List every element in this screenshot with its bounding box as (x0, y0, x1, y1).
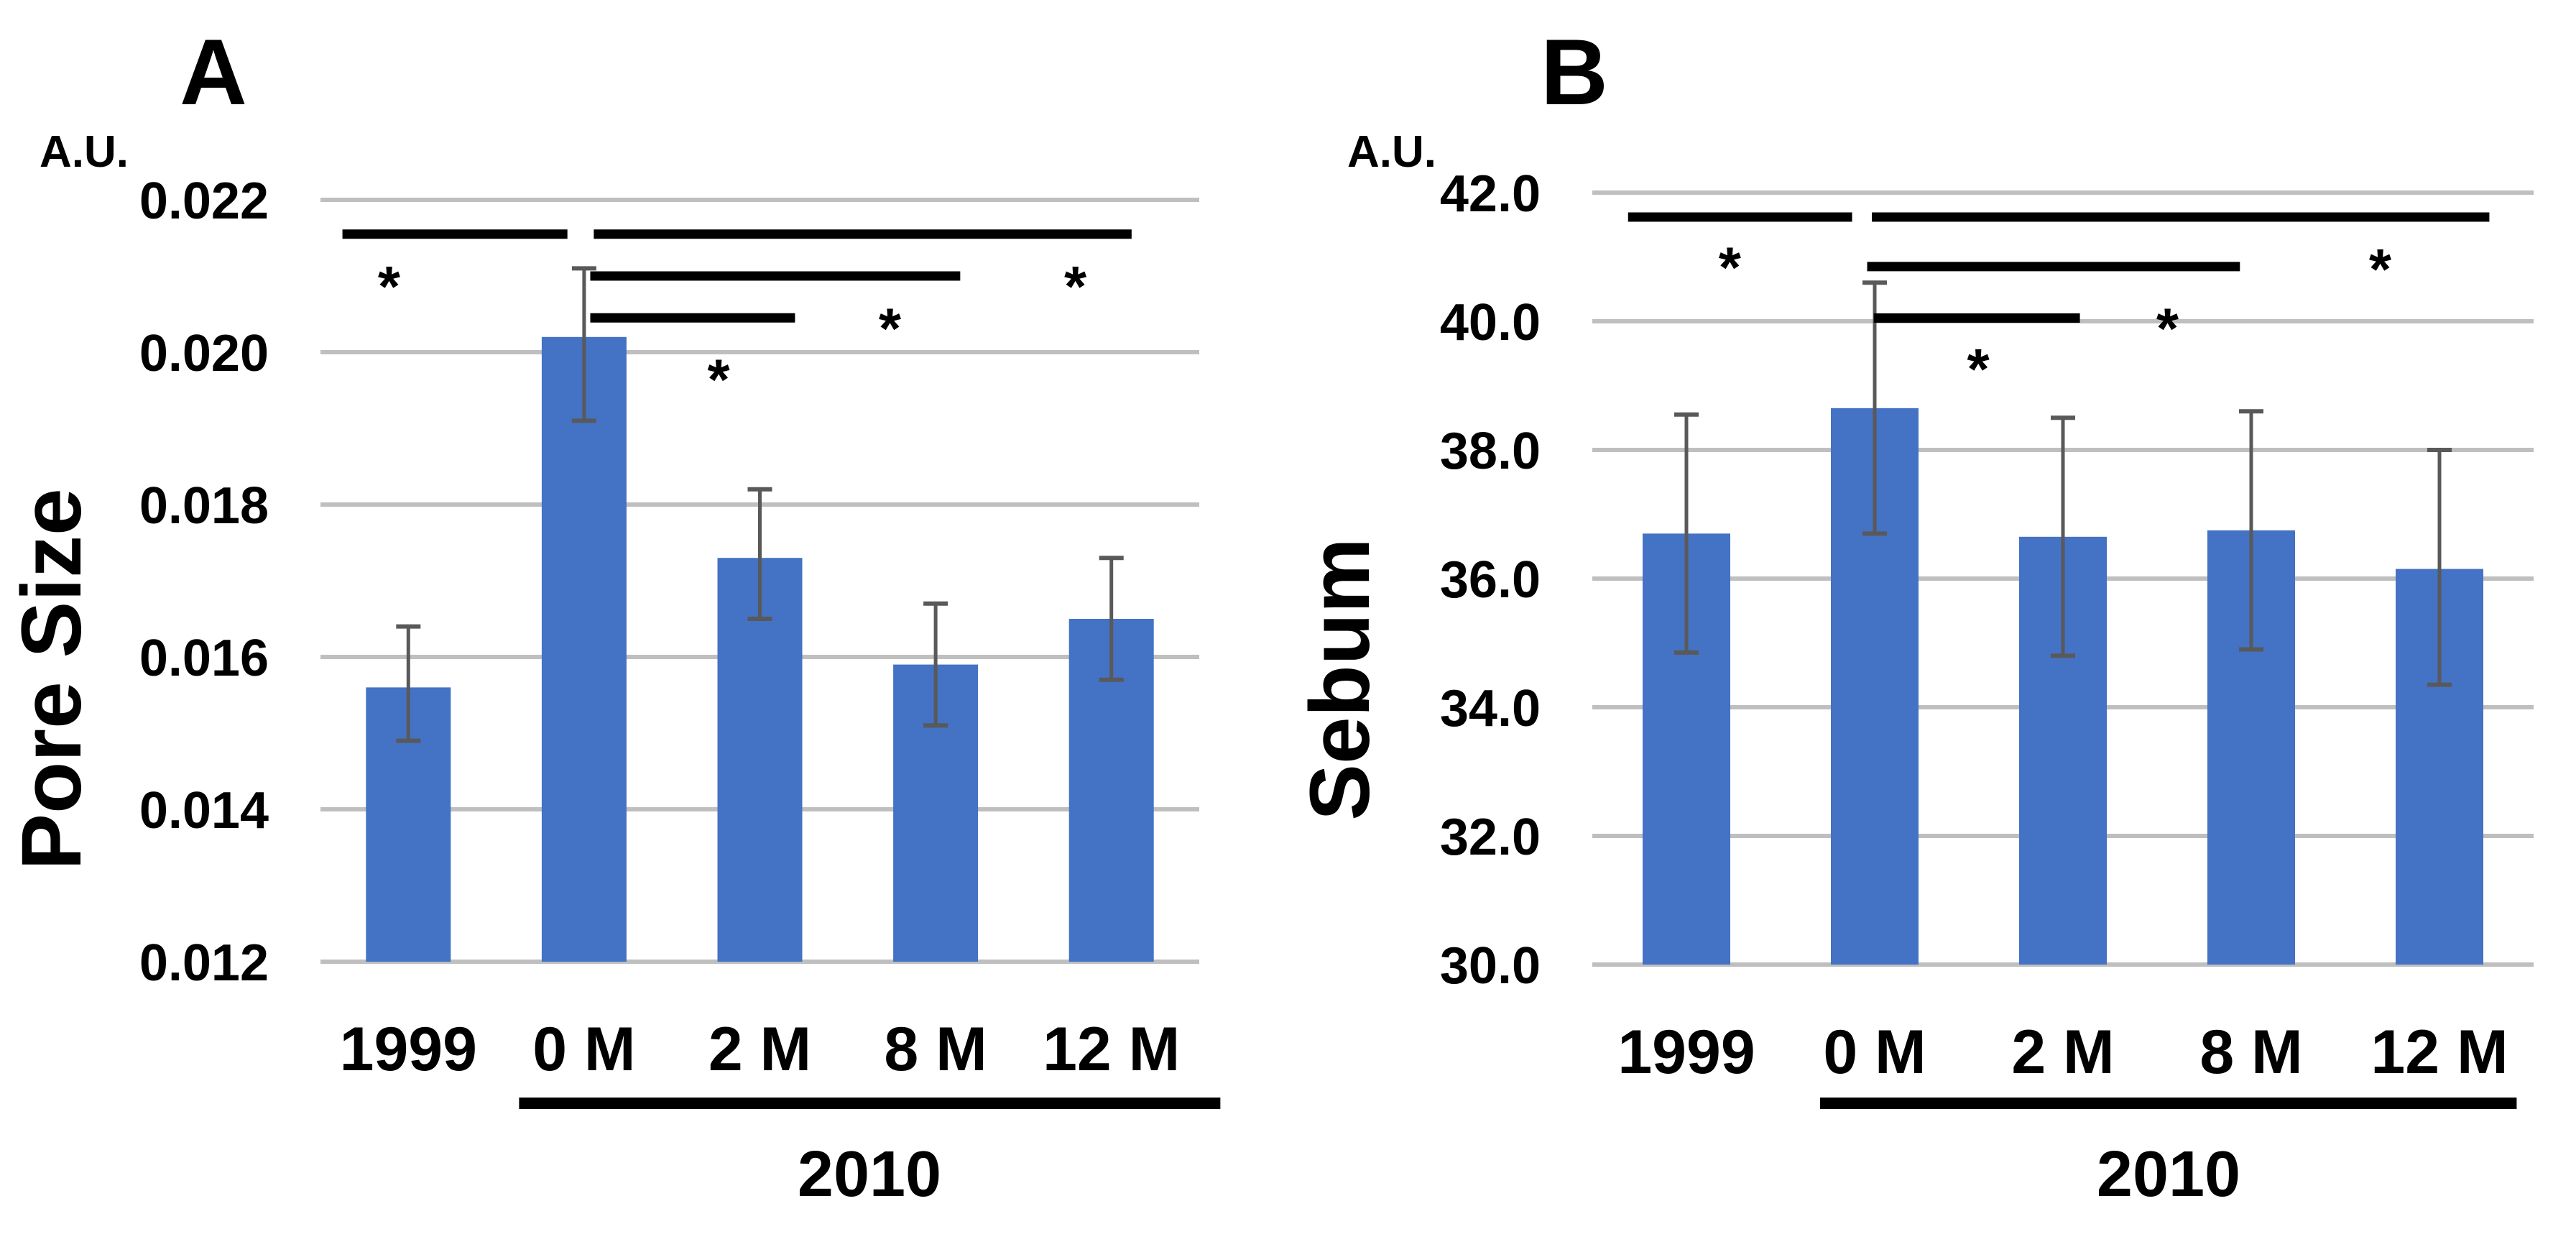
error-bar-1999 (396, 624, 421, 743)
y-tick-label: 38.0 (1440, 423, 1541, 480)
significance-asterisk: * (378, 254, 401, 318)
bar-2m (717, 558, 803, 962)
x-tick-label: 8 M (2199, 1018, 2302, 1087)
panel-a-error-bars (396, 266, 1124, 743)
panel-b-title: B (1541, 19, 1608, 124)
panel-a: 0.022 0.020 0.018 0.016 0.014 0.012 1999 0 M 2 … (4, 19, 1221, 1210)
panel-b-error-bars (1674, 280, 2452, 687)
panel-a-bars (366, 336, 1154, 962)
y-tick-label: 36.0 (1440, 551, 1541, 609)
panel-a-axis-unit-label: A.U. (40, 127, 129, 177)
y-tick-label: 40.0 (1440, 294, 1541, 351)
error-bar-1999 (1674, 412, 1699, 655)
significance-asterisk: * (879, 296, 902, 360)
y-tick-label: 0.018 (139, 477, 269, 535)
error-bar-2m (747, 487, 772, 621)
x-tick-label: 1999 (1617, 1018, 1755, 1087)
panel-a-y-axis-title: Pore Size (4, 488, 99, 870)
panel-a-xtick-labels: 1999 0 M 2 M 8 M 12 M (340, 1015, 1181, 1084)
panel-a-significance-brackets: * * * * (342, 229, 1132, 411)
y-tick-label: 0.016 (139, 630, 269, 687)
y-tick-label: 0.012 (139, 934, 269, 992)
bar-0m (541, 336, 627, 962)
y-tick-label: 42.0 (1440, 165, 1541, 223)
significance-asterisk: * (1967, 337, 1990, 401)
error-bar-0m (571, 266, 596, 423)
x-tick-label: 12 M (1043, 1015, 1180, 1084)
error-bar-8m (923, 601, 948, 728)
x-tick-label: 12 M (2370, 1018, 2508, 1087)
error-bar-2m (2051, 415, 2075, 658)
panel-b: 42.0 40.0 38.0 36.0 34.0 32.0 30.0 1999 0 M 2 M 8… (1293, 19, 2534, 1210)
y-tick-label: 0.014 (139, 782, 269, 840)
y-tick-label: 32.0 (1440, 809, 1541, 866)
panel-b-axis-unit-label: A.U. (1347, 127, 1436, 177)
error-bar-0m (1862, 280, 1887, 536)
panel-a-title: A (180, 19, 247, 124)
significance-asterisk: * (707, 347, 730, 411)
panel-b-xtick-labels: 1999 0 M 2 M 8 M 12 M (1617, 1018, 2508, 1087)
y-tick-label: 0.020 (139, 325, 269, 382)
x-tick-label: 8 M (884, 1015, 987, 1084)
significance-asterisk: * (1719, 236, 1742, 300)
y-tick-label: 0.022 (139, 172, 269, 230)
panel-b-group-label: 2010 (2097, 1138, 2240, 1210)
error-bar-12m (2427, 448, 2452, 687)
significance-asterisk: * (1064, 254, 1087, 318)
significance-asterisk: * (2369, 237, 2392, 301)
significance-asterisk: * (2156, 297, 2179, 361)
x-tick-label: 2 M (708, 1015, 811, 1084)
panel-b-ytick-labels: 42.0 40.0 38.0 36.0 34.0 32.0 30.0 (1440, 165, 1541, 995)
x-tick-label: 1999 (340, 1015, 477, 1084)
error-bar-12m (1099, 556, 1124, 682)
panel-a-ytick-labels: 0.022 0.020 0.018 0.016 0.014 0.012 (139, 172, 269, 992)
panel-b-y-axis-title: Sebum (1293, 538, 1388, 820)
panel-b-significance-brackets: * * * * (1628, 212, 2490, 401)
x-tick-label: 0 M (1823, 1018, 1926, 1087)
y-tick-label: 34.0 (1440, 680, 1541, 737)
error-bar-8m (2239, 409, 2263, 652)
x-tick-label: 0 M (532, 1015, 635, 1084)
x-tick-label: 2 M (2011, 1018, 2114, 1087)
y-tick-label: 30.0 (1440, 937, 1541, 995)
panel-a-group-label: 2010 (798, 1138, 941, 1210)
